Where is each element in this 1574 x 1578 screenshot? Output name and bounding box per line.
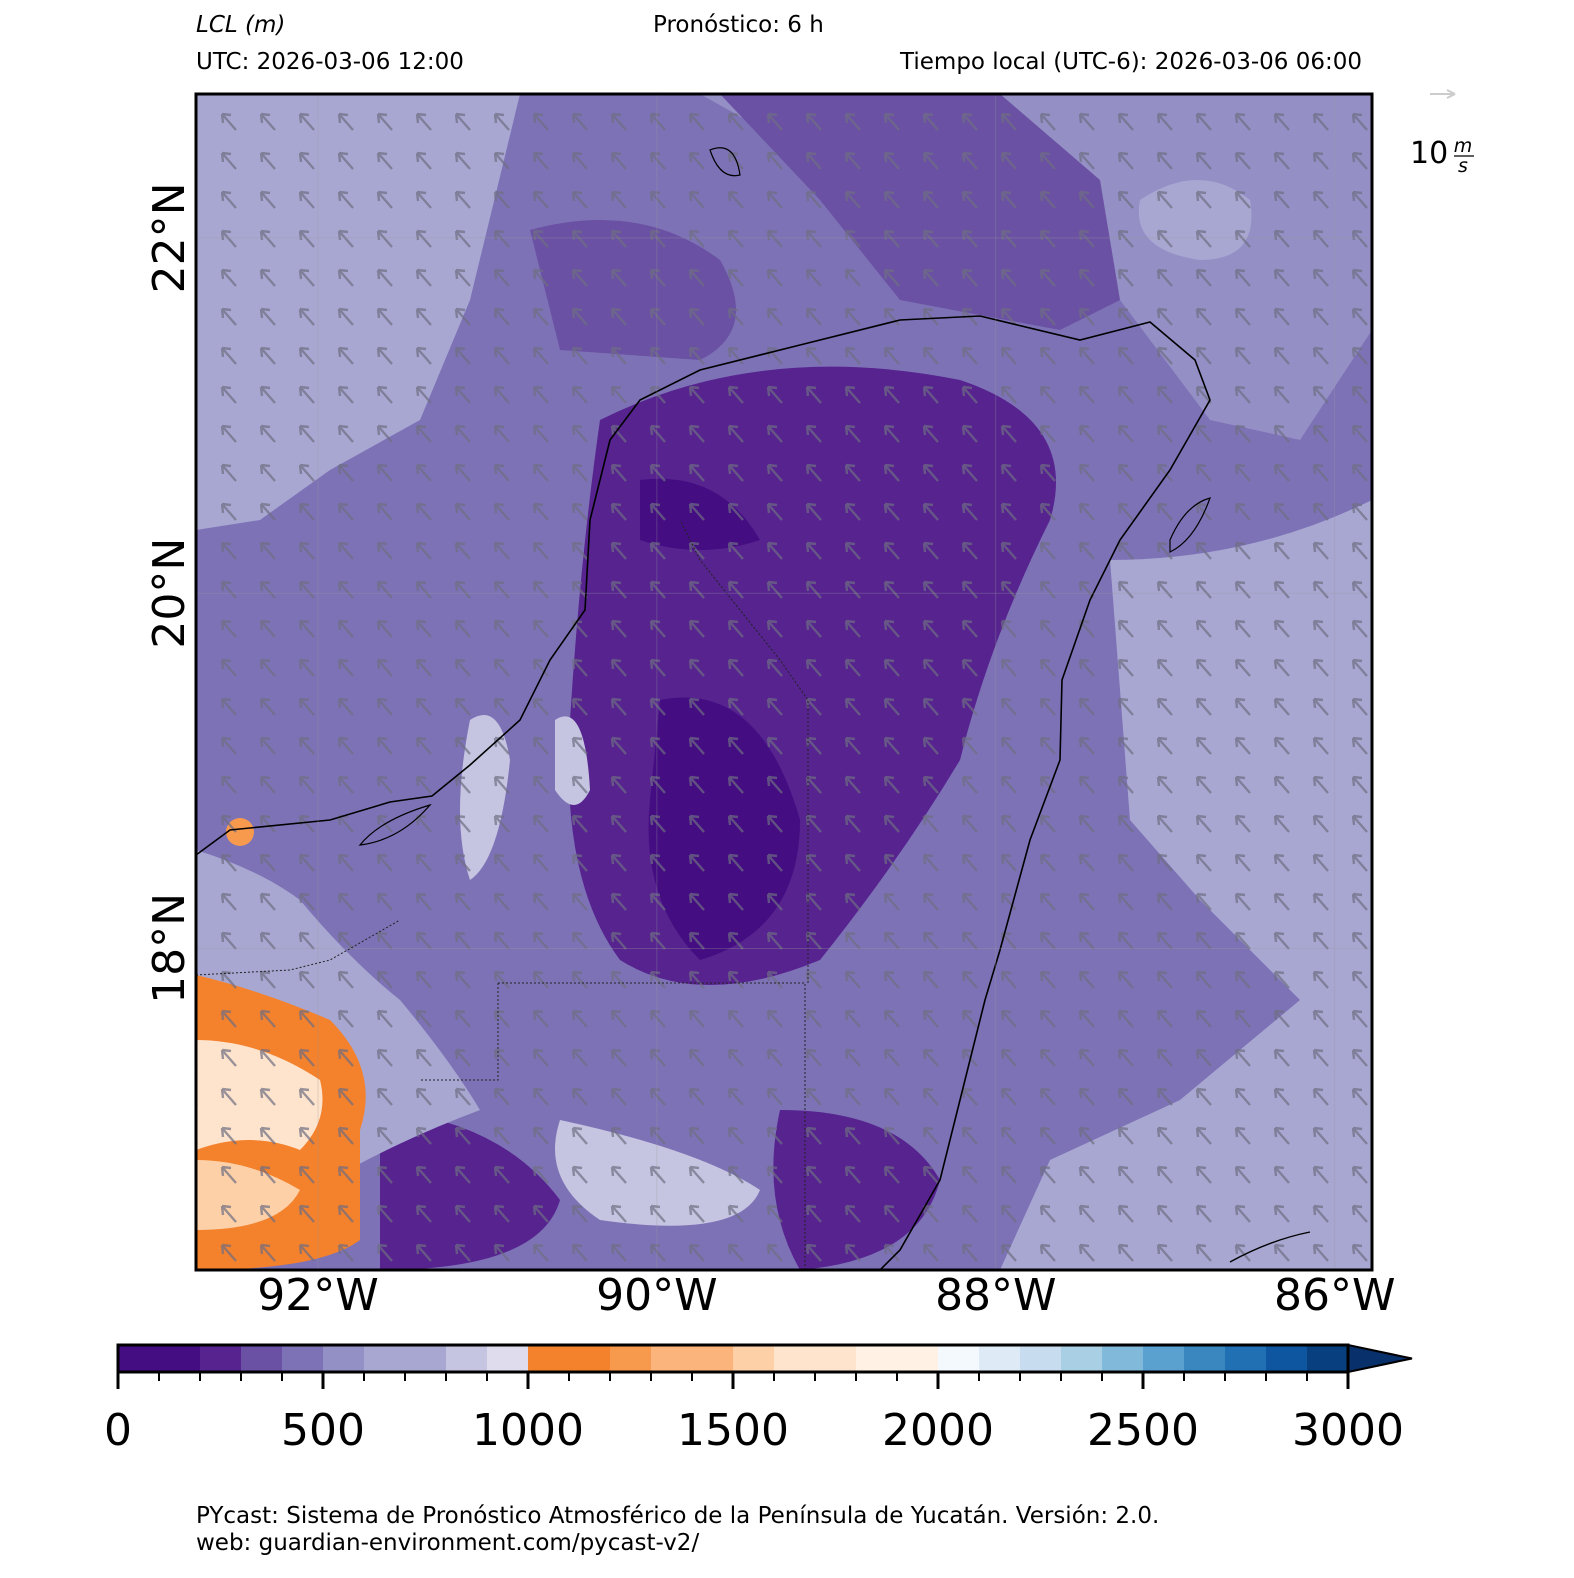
colorbar-tick-label: 2000	[882, 1405, 994, 1456]
colorbar-segment	[856, 1345, 939, 1372]
quiver-arrow	[1430, 89, 1456, 99]
colorbar-tick-label: 1500	[677, 1405, 789, 1456]
lat-label: 20°N	[144, 538, 195, 649]
colorbar-segment	[651, 1345, 734, 1372]
colorbar-tick-label: 2500	[1087, 1405, 1199, 1456]
quiver-value: 10	[1410, 136, 1448, 171]
lon-label: 92°W	[257, 1270, 379, 1321]
colorbar-segment	[938, 1345, 980, 1372]
colorbar-extend	[1347, 1343, 1413, 1374]
colorbar-segment	[1061, 1345, 1103, 1372]
colorbar-tick-label: 0	[104, 1405, 132, 1456]
colorbar-tick-label: 500	[281, 1405, 365, 1456]
map-frame	[194, 92, 1374, 1272]
colorbar-segment	[323, 1345, 365, 1372]
colorbar-segment	[1266, 1345, 1308, 1372]
colorbar-segment	[528, 1345, 611, 1372]
colorbar-segment	[979, 1345, 1021, 1372]
colorbar-segment	[1184, 1345, 1226, 1372]
footer-line2: web: guardian-environment.com/pycast-v2/	[196, 1530, 699, 1556]
colorbar-segment	[1307, 1345, 1349, 1372]
colorbar-tick-label: 3000	[1292, 1405, 1404, 1456]
forecast: Pronóstico: 6 h	[653, 12, 824, 38]
colorbar-segment	[610, 1345, 652, 1372]
colorbar-segment	[118, 1345, 201, 1372]
lat-label: 18°N	[144, 893, 195, 1004]
lon-label: 90°W	[596, 1270, 718, 1321]
map-field	[196, 94, 1372, 1270]
colorbar-segment	[364, 1345, 447, 1372]
colorbar-segment	[733, 1345, 775, 1372]
colorbar-segment	[1020, 1345, 1062, 1372]
utc-time: UTC: 2026-03-06 12:00	[196, 49, 464, 75]
colorbar-segment	[487, 1345, 529, 1372]
colorbar-segment	[241, 1345, 283, 1372]
colorbar-segment	[1225, 1345, 1267, 1372]
colorbar-segment	[1102, 1345, 1144, 1372]
colorbar-tick-label: 1000	[472, 1405, 584, 1456]
footer-line1: PYcast: Sistema de Pronóstico Atmosféric…	[196, 1503, 1159, 1529]
local-time: Tiempo local (UTC-6): 2026-03-06 06:00	[899, 49, 1362, 75]
lon-label: 88°W	[935, 1270, 1057, 1321]
quiver-unit-num: m	[1454, 135, 1473, 157]
colorbar-segment	[446, 1345, 488, 1372]
lat-label: 22°N	[144, 182, 195, 293]
quiver-unit-den: s	[1458, 155, 1468, 177]
quiver-key: 10 m s	[1410, 89, 1474, 177]
colorbar-segment	[774, 1345, 857, 1372]
title: LCL (m)	[196, 12, 285, 38]
colorbar-segment	[282, 1345, 324, 1372]
colorbar-segment	[200, 1345, 242, 1372]
lon-label: 86°W	[1274, 1270, 1396, 1321]
colorbar-segment	[1143, 1345, 1185, 1372]
